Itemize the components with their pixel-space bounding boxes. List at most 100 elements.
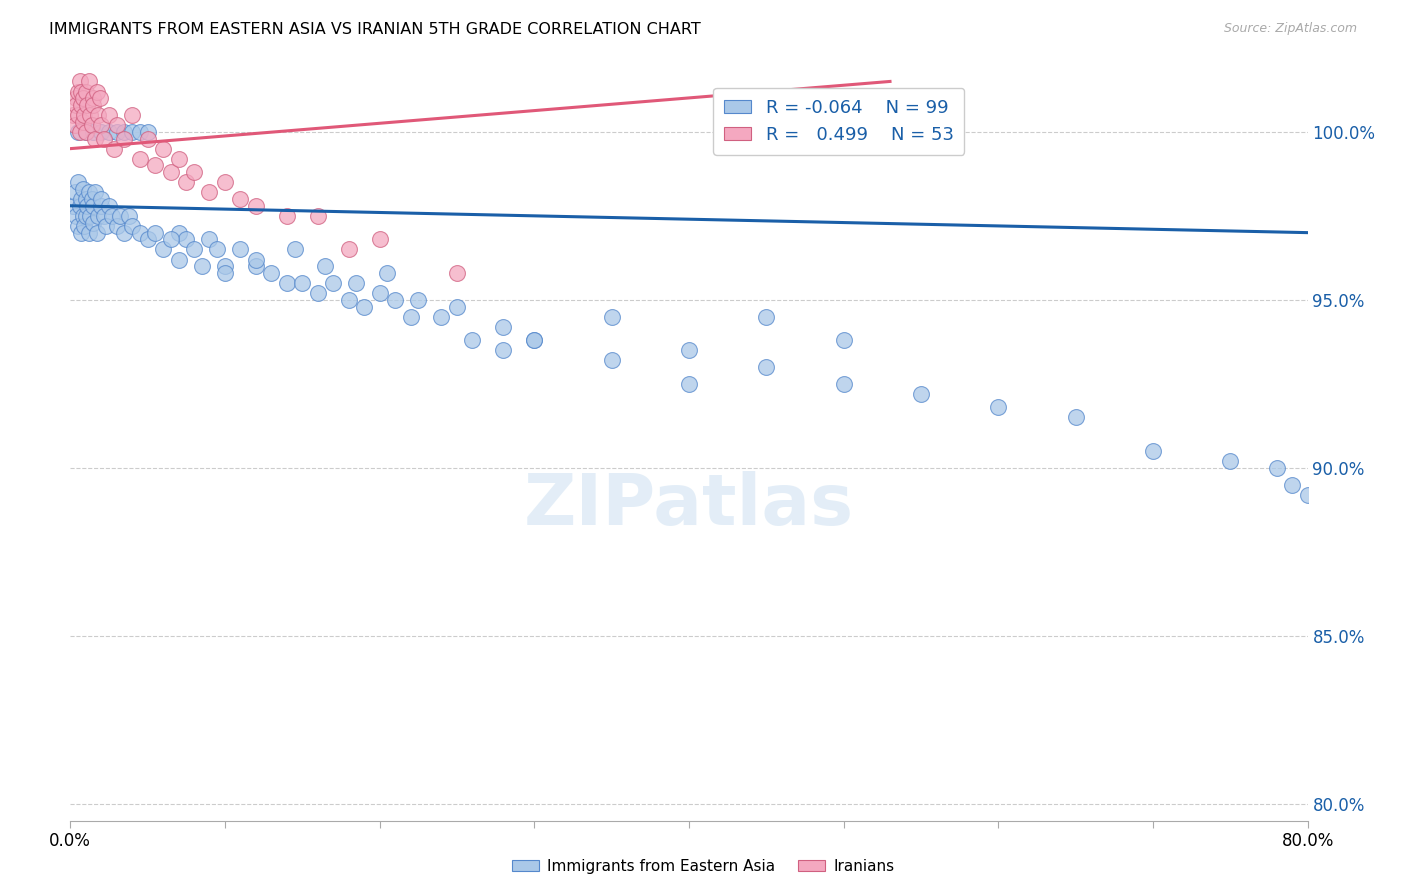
Point	[315, 259, 337, 273]
Point	[832, 333, 855, 347]
Point	[1142, 444, 1164, 458]
Point	[167, 226, 190, 240]
Point	[377, 266, 399, 280]
Point	[76, 98, 98, 112]
Point	[121, 108, 143, 122]
Point	[368, 232, 391, 246]
Point	[114, 125, 135, 139]
Point	[207, 243, 229, 257]
Point	[105, 219, 128, 233]
Point	[245, 259, 267, 273]
Point	[399, 310, 422, 324]
Point	[62, 199, 84, 213]
Point	[65, 91, 87, 105]
Point	[75, 209, 97, 223]
Point	[114, 226, 135, 240]
Point	[72, 115, 94, 129]
Point	[129, 125, 152, 139]
Point	[755, 310, 778, 324]
Point	[90, 192, 112, 206]
Point	[291, 276, 314, 290]
Point	[69, 74, 91, 88]
Point	[105, 118, 128, 132]
Point	[75, 125, 97, 139]
Point	[174, 232, 197, 246]
Point	[160, 232, 183, 246]
Point	[145, 158, 166, 172]
Point	[108, 209, 131, 223]
Point	[82, 199, 105, 213]
Point	[167, 252, 190, 267]
Point	[408, 293, 430, 307]
Point	[90, 199, 112, 213]
Point	[136, 125, 159, 139]
Point	[114, 131, 135, 145]
Point	[755, 359, 778, 374]
Text: ZIPatlas: ZIPatlas	[524, 472, 853, 541]
Point	[65, 98, 87, 112]
Point	[1064, 410, 1087, 425]
Point	[214, 175, 236, 189]
Point	[77, 226, 100, 240]
Point	[67, 175, 90, 189]
Point	[879, 125, 901, 139]
Point	[848, 125, 870, 139]
Point	[67, 85, 90, 99]
Point	[191, 259, 214, 273]
Point	[863, 125, 886, 139]
Point	[446, 266, 468, 280]
Point	[307, 286, 329, 301]
Point	[75, 125, 97, 139]
Point	[82, 216, 105, 230]
Point	[353, 300, 375, 314]
Point	[678, 343, 700, 358]
Point	[101, 209, 124, 223]
Point	[174, 175, 197, 189]
Point	[67, 125, 90, 139]
Point	[80, 118, 103, 132]
Point	[183, 165, 205, 179]
Point	[63, 186, 86, 200]
Point	[89, 91, 111, 105]
Point	[63, 118, 86, 132]
Point	[76, 199, 98, 213]
Point	[337, 293, 360, 307]
Point	[73, 219, 96, 233]
Point	[65, 209, 87, 223]
Point	[93, 209, 115, 223]
Point	[75, 85, 97, 99]
Point	[136, 131, 159, 145]
Point	[910, 387, 932, 401]
Point	[229, 192, 252, 206]
Point	[98, 108, 120, 122]
Point	[600, 353, 623, 368]
Point	[94, 219, 117, 233]
Point	[98, 125, 120, 139]
Point	[129, 226, 152, 240]
Point	[198, 232, 221, 246]
Point	[121, 219, 143, 233]
Point	[492, 319, 515, 334]
Point	[1296, 488, 1319, 502]
Point	[87, 209, 110, 223]
Point	[145, 226, 166, 240]
Point	[80, 192, 103, 206]
Point	[129, 152, 152, 166]
Point	[152, 142, 174, 156]
Point	[678, 376, 700, 391]
Point	[84, 186, 107, 200]
Point	[67, 108, 90, 122]
Point	[77, 74, 100, 88]
Point	[70, 98, 93, 112]
Point	[446, 300, 468, 314]
Point	[70, 192, 93, 206]
Point	[307, 209, 329, 223]
Point	[93, 131, 115, 145]
Point	[105, 125, 128, 139]
Point	[160, 165, 183, 179]
Point	[284, 243, 307, 257]
Point	[368, 286, 391, 301]
Point	[72, 91, 94, 105]
Legend: Immigrants from Eastern Asia, Iranians: Immigrants from Eastern Asia, Iranians	[506, 853, 900, 880]
Point	[72, 182, 94, 196]
